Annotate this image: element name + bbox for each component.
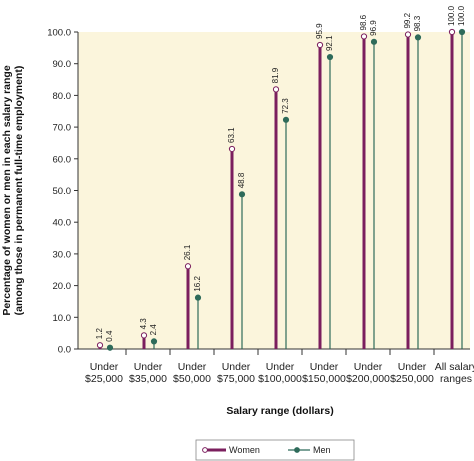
women-data-label: 100.0	[447, 5, 456, 26]
women-point	[404, 31, 412, 38]
y-tick-label: 100.0	[47, 28, 71, 39]
men-data-label: 96.9	[369, 20, 378, 36]
men-point	[370, 38, 378, 45]
legend-box	[195, 439, 355, 461]
men-data-label: 16.2	[193, 276, 202, 292]
y-tick-label: 30.0	[53, 249, 72, 260]
women-data-label: 63.1	[227, 127, 236, 143]
x-tick-label: Under	[222, 361, 251, 373]
x-tick-label: $50,000	[173, 373, 211, 385]
women-point	[140, 332, 148, 339]
y-tick-label: 20.0	[53, 281, 72, 292]
x-tick-label: $25,000	[85, 373, 123, 385]
men-data-label: 100.0	[457, 5, 466, 26]
legend-men-label: Men	[313, 445, 331, 455]
men-point	[194, 294, 202, 301]
x-axis-title: Salary range (dollars)	[226, 405, 333, 417]
women-point	[228, 145, 236, 153]
women-point	[272, 86, 280, 93]
women-data-label: 4.3	[139, 318, 148, 330]
x-tick-label: $250,000	[390, 373, 434, 385]
men-point	[458, 28, 466, 36]
x-tick-label: $75,000	[217, 373, 255, 385]
legend-women-marker	[202, 447, 208, 453]
x-tick-label: ranges	[440, 373, 472, 385]
men-data-label: 98.3	[413, 15, 422, 31]
men-point	[282, 116, 290, 123]
men-point	[238, 191, 246, 198]
plot-area	[78, 32, 470, 349]
x-tick-label: $100,000	[258, 373, 302, 385]
y-tick-label: 40.0	[53, 218, 72, 229]
x-tick-label: Under	[90, 361, 119, 373]
x-tick-label: $150,000	[302, 373, 346, 385]
y-axis-title: Percentage of women or men in each salar…	[1, 65, 13, 315]
y-tick-label: 10.0	[53, 313, 72, 324]
women-data-label: 99.2	[403, 12, 412, 28]
x-tick-label: Under	[134, 361, 163, 373]
women-point	[316, 41, 324, 49]
men-point	[414, 34, 422, 41]
y-tick-label: 0.0	[58, 345, 71, 356]
men-point	[326, 53, 334, 61]
women-data-label: 98.6	[359, 14, 368, 30]
x-tick-label: Under	[354, 361, 383, 373]
women-data-label: 1.2	[95, 328, 104, 340]
legend-men-marker	[294, 447, 300, 453]
men-data-label: 72.3	[281, 98, 290, 114]
y-axis-title-line-2: (among those in permanent full-time empl…	[13, 66, 25, 316]
x-tick-label: Under	[310, 361, 339, 373]
men-data-label: 0.4	[105, 330, 114, 342]
women-point	[360, 33, 368, 40]
men-data-label: 92.1	[325, 35, 334, 51]
x-tick-label: $35,000	[129, 373, 167, 385]
women-data-label: 81.9	[271, 67, 280, 83]
women-point	[448, 28, 456, 36]
x-tick-label: Under	[178, 361, 207, 373]
x-tick-label: Under	[266, 361, 295, 373]
women-data-label: 26.1	[183, 244, 192, 260]
x-tick-label: $200,000	[346, 373, 390, 385]
men-data-label: 2.4	[149, 324, 158, 336]
x-tick-label: All salary	[435, 361, 474, 373]
y-tick-label: 60.0	[53, 154, 72, 165]
y-tick-label: 70.0	[53, 123, 72, 134]
y-tick-label: 90.0	[53, 59, 72, 70]
men-point	[150, 338, 158, 345]
y-tick-label: 80.0	[53, 91, 72, 102]
x-tick-label: Under	[398, 361, 427, 373]
men-point	[106, 344, 114, 351]
legend-women-label: Women	[229, 445, 260, 455]
women-point	[184, 263, 192, 270]
men-data-label: 48.8	[237, 172, 246, 188]
y-tick-label: 50.0	[53, 186, 72, 197]
women-point	[96, 342, 104, 349]
women-data-label: 95.9	[315, 23, 324, 39]
